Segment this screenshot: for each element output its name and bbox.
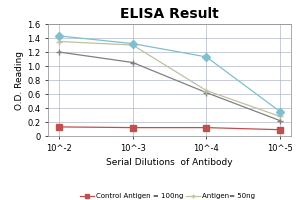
Antigen= 50ng: [57, 40, 61, 43]
Control Antigen = 100ng: [131, 126, 134, 129]
Antigen= 100ng: [131, 42, 134, 45]
Control Antigen = 100ng: [278, 129, 282, 131]
Line: Antigen= 100ng: Antigen= 100ng: [56, 33, 283, 114]
Antigen= 50ng: [205, 89, 208, 92]
Antigen= 10ng: [131, 61, 134, 64]
Legend: Control Antigen = 100ng, Antigen= 10ng, Antigen= 50ng, Antigen= 100ng: Control Antigen = 100ng, Antigen= 10ng, …: [80, 193, 260, 200]
Control Antigen = 100ng: [205, 126, 208, 129]
X-axis label: Serial Dilutions  of Antibody: Serial Dilutions of Antibody: [106, 158, 233, 167]
Antigen= 50ng: [131, 44, 134, 46]
Control Antigen = 100ng: [57, 126, 61, 128]
Antigen= 10ng: [57, 51, 61, 53]
Antigen= 100ng: [278, 110, 282, 113]
Line: Control Antigen = 100ng: Control Antigen = 100ng: [56, 124, 283, 132]
Antigen= 10ng: [278, 119, 282, 122]
Antigen= 100ng: [57, 35, 61, 37]
Antigen= 50ng: [278, 115, 282, 118]
Y-axis label: O.D. Reading: O.D. Reading: [15, 50, 24, 110]
Title: ELISA Result: ELISA Result: [120, 7, 219, 21]
Antigen= 100ng: [205, 56, 208, 58]
Antigen= 10ng: [205, 91, 208, 94]
Line: Antigen= 10ng: Antigen= 10ng: [56, 49, 284, 124]
Line: Antigen= 50ng: Antigen= 50ng: [56, 38, 284, 120]
